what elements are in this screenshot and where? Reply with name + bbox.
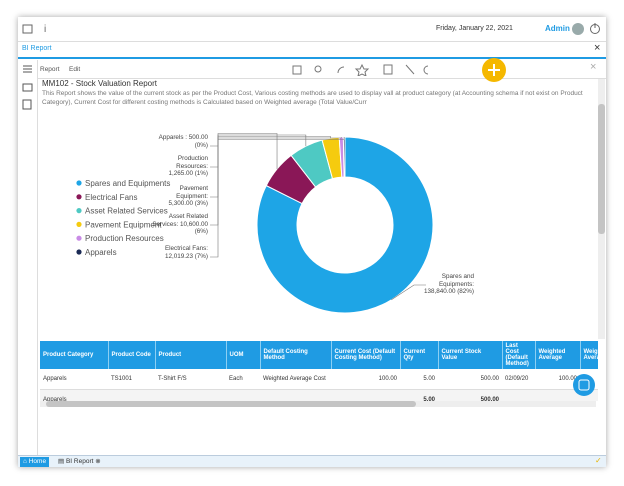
data-table: Product Category Product Code Product UOM De… xyxy=(40,341,598,401)
date: Friday, January 22, 2021 xyxy=(436,25,513,32)
sidebar xyxy=(18,60,38,460)
total-cell xyxy=(260,389,331,401)
leader-line xyxy=(210,133,278,258)
toolbar: Report Edit × xyxy=(38,58,606,82)
legend-marker xyxy=(76,235,82,241)
total-cell: 5.00 xyxy=(400,389,438,401)
value-label: Asset Related Services: 10,600.00 (6%) xyxy=(152,213,208,235)
column-header: Weighted Average xyxy=(580,341,598,369)
legend-marker xyxy=(76,180,82,186)
taskbar: ⌂ Home ▤ BI Report ⊗ ✓ xyxy=(18,455,606,467)
chat-button[interactable] xyxy=(572,373,596,397)
top-bar: i Friday, January 22, 2021 Admin xyxy=(18,17,606,42)
toolbar-tab[interactable]: Report xyxy=(40,66,60,73)
home-label: Home xyxy=(28,458,47,465)
total-cell xyxy=(155,389,226,401)
report-description: This Report shows the value of the curre… xyxy=(42,90,583,106)
table-cell: 5.00 xyxy=(400,369,438,390)
leader-line xyxy=(210,136,331,198)
close-button[interactable]: × xyxy=(594,42,601,54)
report-title: MM102 - Stock Valuation Report xyxy=(42,79,158,88)
sidebar-icons xyxy=(22,65,33,110)
total-cell: 500.00 xyxy=(438,389,502,401)
legend-label: Production Resources xyxy=(85,234,164,243)
tab-title[interactable]: BI Report xyxy=(22,45,52,52)
legend-marker xyxy=(76,208,82,214)
table-cell: Weighted Average Cost xyxy=(260,369,331,390)
total-cell xyxy=(502,389,535,401)
scrollbar[interactable] xyxy=(598,79,605,339)
column-header: Product Category xyxy=(40,341,109,369)
table-cell: Each xyxy=(226,369,260,390)
table-cell: 500.00 xyxy=(438,369,502,390)
table-cell: TS1001 xyxy=(108,369,155,390)
value-label: Production Resources: 1,265.00 (1%) xyxy=(168,155,208,177)
user-icons xyxy=(572,23,600,35)
chart: Spares and Equipments Electrical Fans Asse… xyxy=(18,17,606,337)
column-header: Current Qty xyxy=(400,341,439,369)
value-label: Spares and Equipments: 138,840.00 (82%) xyxy=(423,273,474,295)
table-cell: 02/09/20 xyxy=(502,369,535,390)
table: Product Category Product Code Product UOM De… xyxy=(40,341,598,401)
total-row: Apparels 5.00 500.00 xyxy=(40,389,598,401)
home-tab[interactable]: ⌂ Home xyxy=(20,457,50,467)
column-header: Current Stock Value xyxy=(438,341,503,369)
report-tab[interactable]: ▤ BI Report ⊗ xyxy=(58,458,101,465)
table-body: Apparels TS1001 T-Shirt F/S Each Weighted Av… xyxy=(40,369,598,401)
report-tab-label: BI Report xyxy=(65,458,94,465)
column-header: Current Cost (Default Costing Method) xyxy=(331,341,401,369)
column-header: Product xyxy=(155,341,227,369)
leader-line xyxy=(210,137,345,147)
leader-line xyxy=(210,134,307,226)
app-window: i Friday, January 22, 2021 Admin BI Repo… xyxy=(18,17,606,467)
close-report[interactable]: × xyxy=(590,61,597,73)
donut-chart: Spares and Equipments Electrical Fans Asse… xyxy=(76,133,434,314)
top-icons: i xyxy=(22,24,46,35)
table-row: Apparels TS1001 T-Shirt F/S Each Weighted Av… xyxy=(40,369,598,390)
value-label: Pavement Equipment: 5,300.00 (3%) xyxy=(168,185,208,207)
legend-label: Electrical Fans xyxy=(85,193,137,202)
legend-marker xyxy=(76,249,82,255)
column-header: Default Costing Method xyxy=(260,341,332,369)
svg-text:i: i xyxy=(44,24,46,35)
legend-label: Spares and Equipments xyxy=(85,179,170,188)
total-cell: Apparels xyxy=(40,389,108,401)
tab-bar: BI Report × xyxy=(18,42,606,59)
column-header: Weighted Average xyxy=(535,341,581,369)
value-label: Electrical Fans: 12,019.23 (7%) xyxy=(164,245,208,260)
legend-label: Pavement Equipment xyxy=(85,220,162,229)
header-row: Product Category Product Code Product UOM De… xyxy=(40,341,598,369)
value-label: Apparels : 500.00 (0%) xyxy=(158,134,208,149)
donut-slice xyxy=(342,136,346,178)
table-cell: T-Shirt F/S xyxy=(155,369,226,390)
legend-marker xyxy=(76,194,82,200)
leader-line xyxy=(210,137,342,168)
status-check: ✓ xyxy=(595,456,602,465)
column-header: Last Cost (Default Method) xyxy=(502,341,536,369)
total-cell xyxy=(535,389,580,401)
legend-label: Asset Related Services xyxy=(85,207,168,216)
legend-label: Apparels xyxy=(85,248,117,257)
add-button[interactable] xyxy=(481,57,507,83)
legend-marker xyxy=(76,221,82,227)
table-cell: 100.00 xyxy=(535,369,580,390)
total-cell xyxy=(226,389,260,401)
toolbar-tab[interactable]: Edit xyxy=(69,66,81,73)
donut-slice xyxy=(256,136,434,314)
h-scrollbar[interactable] xyxy=(40,401,596,407)
user-name[interactable]: Admin xyxy=(545,24,570,33)
total-cell xyxy=(108,389,155,401)
toolbar-icons xyxy=(292,63,429,76)
column-header: UOM xyxy=(226,341,261,369)
total-cell xyxy=(580,389,598,401)
column-header: Product Code xyxy=(108,341,156,369)
table-cell: 100.00 xyxy=(331,369,400,390)
total-cell xyxy=(331,389,400,401)
table-cell: Apparels xyxy=(40,369,108,390)
leader-line xyxy=(391,284,426,301)
